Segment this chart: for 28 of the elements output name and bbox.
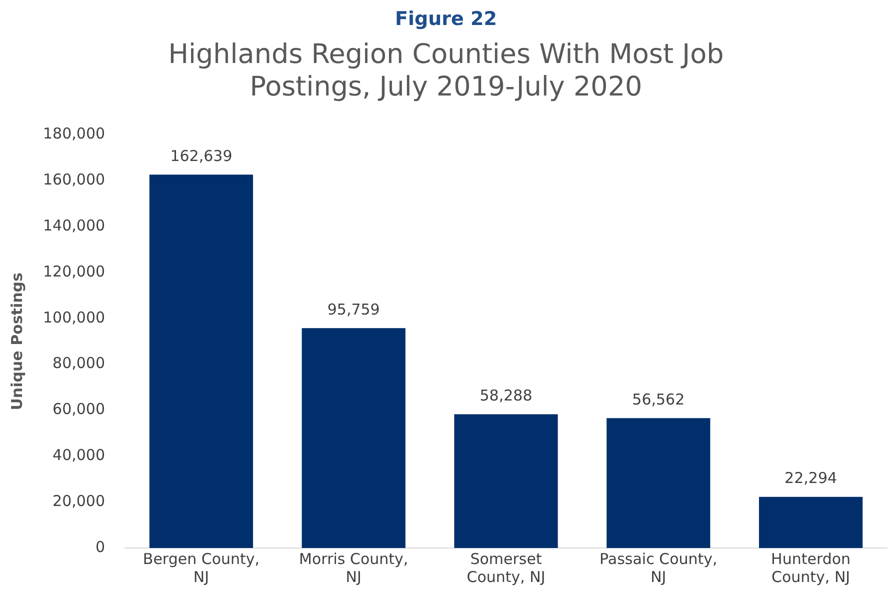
y-tick-label: 20,000 — [52, 492, 106, 510]
x-tick-label: Morris County, NJ — [299, 550, 408, 586]
y-tick-label: 160,000 — [43, 170, 106, 189]
data-label: 95,759 — [327, 300, 380, 319]
bar — [606, 418, 710, 548]
y-tick-label: 180,000 — [43, 124, 106, 143]
y-tick-label: 120,000 — [43, 262, 106, 280]
y-tick-label: 0 — [95, 538, 106, 556]
y-tick-label: 80,000 — [52, 354, 106, 372]
bar — [758, 496, 863, 548]
y-tick-label: 100,000 — [43, 308, 106, 326]
y-tick-label: 140,000 — [43, 216, 106, 235]
data-label: 56,562 — [632, 390, 685, 409]
y-axis-title: Unique Postings — [8, 272, 26, 410]
x-tick-label: Passaic County, NJ — [600, 550, 718, 586]
chart-title: Highlands Region Counties With Most Job Postings, July 2019-July 2020 — [168, 39, 724, 103]
bar — [149, 174, 254, 548]
x-tick-label: Somerset County, NJ — [466, 550, 546, 586]
data-label: 22,294 — [784, 469, 838, 488]
bar — [302, 328, 406, 548]
data-label: 58,288 — [480, 386, 532, 405]
y-tick-label: 60,000 — [52, 400, 106, 418]
data-label: 162,639 — [170, 147, 232, 166]
y-tick-label: 40,000 — [52, 446, 106, 464]
x-tick-label: Bergen County, NJ — [142, 550, 260, 586]
bar — [454, 414, 558, 548]
caption: Figure 22 — [394, 8, 498, 30]
x-tick-label: Hunterdon County, NJ — [771, 550, 851, 586]
